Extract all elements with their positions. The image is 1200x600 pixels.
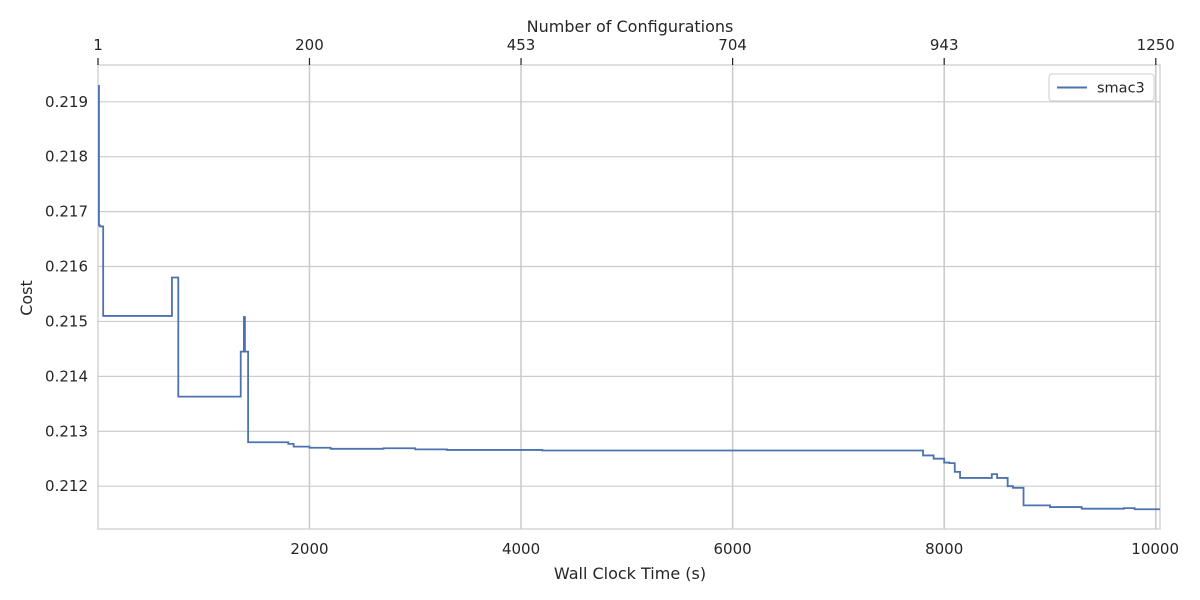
legend-box — [1048, 73, 1155, 102]
x-tick-label: 8000 — [925, 540, 963, 558]
top-tick-label: 1250 — [1137, 36, 1175, 54]
x-axis-title: Wall Clock Time (s) — [554, 564, 706, 583]
top-axis-title: Number of Configurations — [527, 17, 734, 36]
y-tick-label: 0.212 — [45, 477, 88, 495]
plot-frame — [97, 64, 1161, 530]
y-tick-label: 0.215 — [45, 312, 88, 330]
y-tick-label: 0.217 — [45, 203, 88, 221]
x-tick-label: 6000 — [714, 540, 752, 558]
legend: smac3 — [1048, 73, 1155, 102]
grid-lines — [98, 65, 1160, 529]
top-tick-label: 704 — [718, 36, 747, 54]
y-tick-label: 0.214 — [45, 367, 88, 385]
y-axis-title: Cost — [17, 280, 36, 316]
series-line-smac3 — [98, 84, 1160, 511]
top-tick-label: 200 — [295, 36, 324, 54]
tick-layer: 0.212 0.213 0.214 0.215 0.216 0.217 0.218 0.219… — [45, 36, 1179, 558]
top-tick-label: 453 — [507, 36, 536, 54]
x-tick-label: 10000 — [1131, 540, 1179, 558]
y-tick-label: 0.213 — [45, 422, 88, 440]
series-layer — [98, 84, 1160, 511]
x-tick-label: 4000 — [502, 540, 540, 558]
legend-label-smac3: smac3 — [1097, 81, 1145, 97]
y-tick-label: 0.216 — [45, 258, 88, 276]
y-tick-label: 0.218 — [45, 148, 88, 166]
top-tick-label: 1 — [93, 36, 103, 54]
y-tick-label: 0.219 — [45, 93, 88, 111]
x-tick-label: 2000 — [290, 540, 328, 558]
top-tick-label: 943 — [930, 36, 959, 54]
